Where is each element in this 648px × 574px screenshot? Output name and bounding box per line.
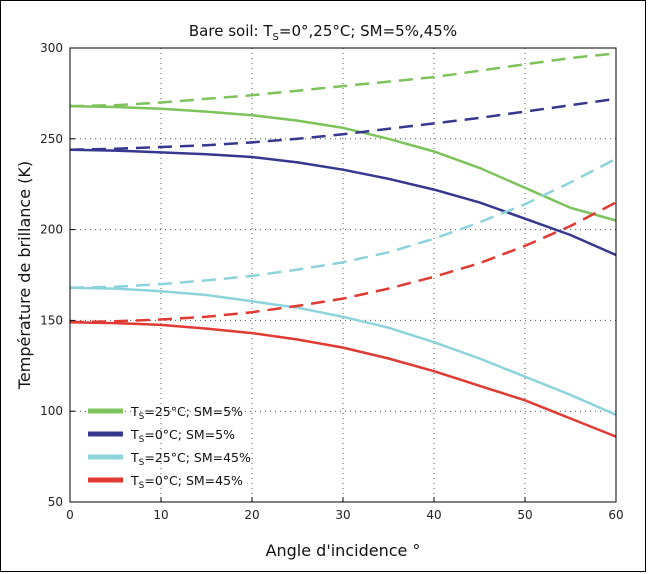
y-tick-label: 150 <box>40 313 63 327</box>
x-axis-label: Angle d'incidence ° <box>266 541 421 560</box>
legend-label-3: TS=25°C; SM=45% <box>130 450 251 468</box>
series-1-dashed-line <box>69 52 617 108</box>
series-2-solid-line <box>69 148 617 257</box>
series-3-dashed-line <box>69 157 617 289</box>
x-tick-label: 0 <box>66 508 74 522</box>
chart-title: Bare soil: TS=0°,25°C; SM=5%,45% <box>189 22 457 43</box>
y-tick-label: 100 <box>40 404 63 418</box>
legend-label-4: TS=0°C; SM=45% <box>130 473 243 491</box>
y-tick-label: 50 <box>48 495 63 509</box>
legend: TS=25°C; SM=5% TS=0°C; SM=5% TS=25°C; SM=4… <box>88 404 251 491</box>
y-ticks: 50 100 150 200 250 300 <box>40 41 75 509</box>
legend-label-1: TS=25°C; SM=5% <box>130 404 243 422</box>
series-3-solid-line <box>69 286 617 416</box>
series-2-dashed-line <box>69 97 617 151</box>
x-tick-label: 30 <box>335 508 350 522</box>
x-tick-label: 40 <box>426 508 441 522</box>
y-axis-label: Température de brillance (K) <box>15 161 34 390</box>
series-1-solid-line <box>69 104 617 222</box>
x-tick-label: 50 <box>517 508 532 522</box>
y-tick-label: 250 <box>40 132 63 146</box>
series-lines <box>69 52 617 438</box>
y-tick-label: 300 <box>40 41 63 55</box>
x-tick-label: 20 <box>244 508 259 522</box>
series-4-dashed-line <box>69 201 617 324</box>
legend-label-2: TS=0°C; SM=5% <box>130 427 235 445</box>
x-tick-label: 10 <box>153 508 168 522</box>
y-tick-label: 200 <box>40 223 63 237</box>
x-ticks: 0 10 20 30 40 50 60 <box>66 497 624 522</box>
series-4-solid-line <box>69 320 617 438</box>
x-tick-label: 60 <box>608 508 623 522</box>
